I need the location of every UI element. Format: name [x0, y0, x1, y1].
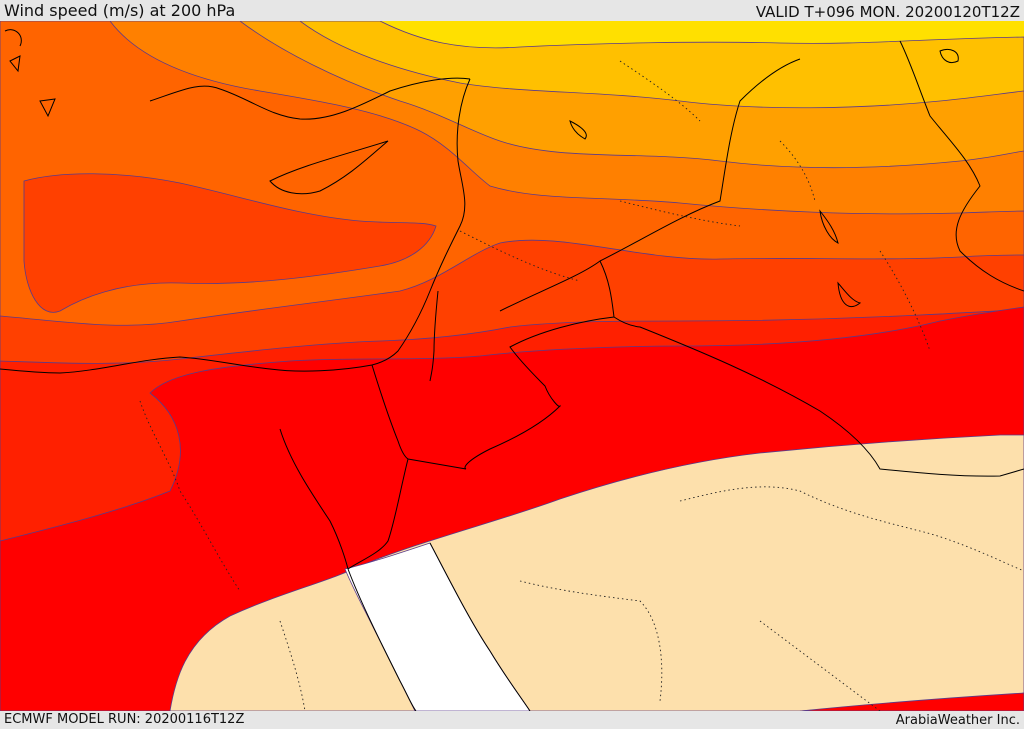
model-run-label: ECMWF MODEL RUN: 20200116T12Z: [4, 712, 245, 727]
band-red-orange-west: [23, 173, 437, 313]
band-red-southeast: [799, 692, 1024, 711]
valid-time: VALID T+096 MON. 20200120T12Z: [755, 3, 1020, 21]
wind-speed-map: [0, 21, 1024, 711]
map-svg: [0, 21, 1024, 711]
coastlines: [0, 29, 1024, 711]
map-title: Wind speed (m/s) at 200 hPa: [4, 1, 236, 20]
footer-bar: ECMWF MODEL RUN: 20200116T12Z ArabiaWeat…: [0, 711, 1024, 729]
header-bar: Wind speed (m/s) at 200 hPa VALID T+096 …: [0, 0, 1024, 21]
admin-boundaries: [139, 60, 1024, 711]
credit-label: ArabiaWeather Inc.: [895, 713, 1020, 728]
